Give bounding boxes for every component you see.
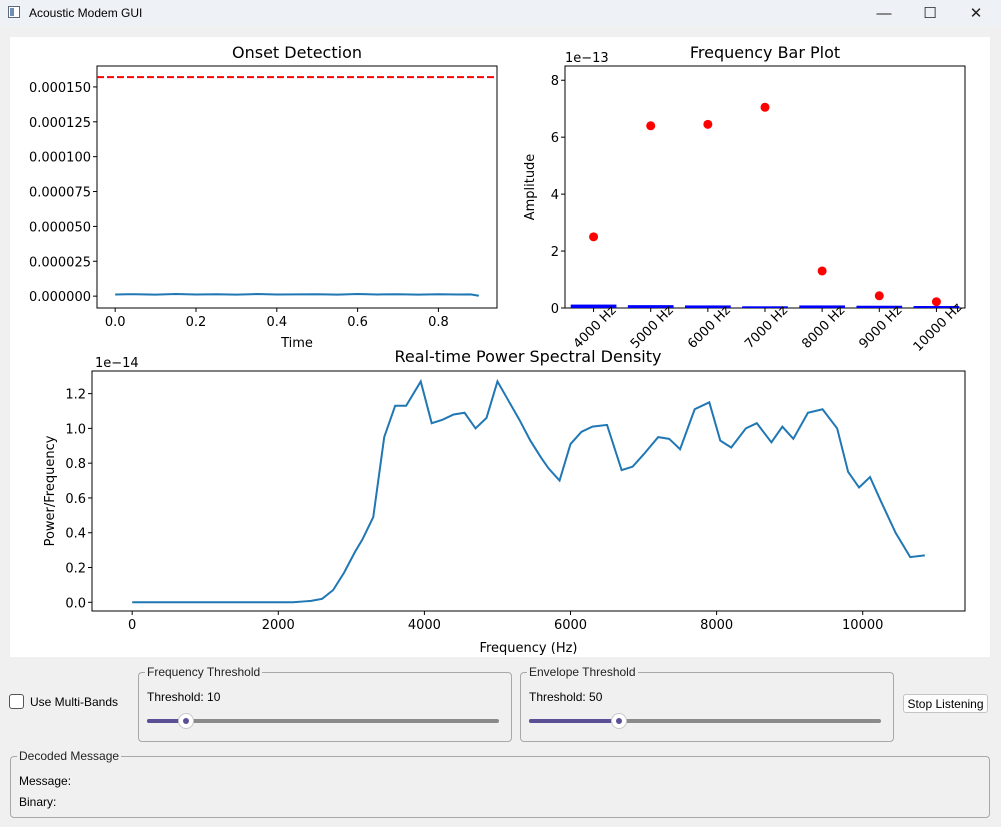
title-bar: Acoustic Modem GUI — ☐ ✕ xyxy=(0,0,1001,26)
onset-x-tick-label: 0.2 xyxy=(186,315,207,330)
freq-bar xyxy=(742,306,788,308)
freq-y-tick-label: 4 xyxy=(551,188,559,203)
freq-y-label: Amplitude xyxy=(523,154,538,221)
decoded-message-title: Decoded Message xyxy=(17,749,122,763)
plots-svg: 0.0 0.2 0.4 0.6 0.8 0.000000 0.000025 0.000050 0… xyxy=(29,43,966,656)
freq-point xyxy=(931,297,941,307)
freq-bar xyxy=(913,306,960,308)
onset-x-tick-label: 0.0 xyxy=(105,315,126,330)
onset-y-tick-label: 0.000100 xyxy=(29,151,91,166)
freq-point xyxy=(589,232,599,242)
psd-y-tick-label: 1.2 xyxy=(65,388,86,403)
freq-point xyxy=(874,291,884,301)
frequency-threshold-slider-thumb[interactable] xyxy=(177,713,194,729)
frequency-threshold-slider[interactable] xyxy=(147,713,499,729)
freq-point xyxy=(760,102,770,112)
psd-y-label: Power/Frequency xyxy=(43,435,58,546)
freq-bar xyxy=(570,304,617,308)
freq-y-tick-label: 0 xyxy=(551,302,559,317)
message-label: Message: xyxy=(19,774,72,788)
freq-point xyxy=(703,119,713,129)
psd-y-tick-label: 0.8 xyxy=(65,457,86,472)
onset-y-tick-label: 0.000150 xyxy=(29,81,91,96)
app-window-icon xyxy=(8,6,20,18)
binary-label: Binary: xyxy=(19,795,57,809)
envelope-threshold-slider-thumb[interactable] xyxy=(610,713,627,729)
onset-y-tick-label: 0.000025 xyxy=(29,255,91,270)
psd-series-line xyxy=(132,378,925,604)
minimize-icon[interactable]: — xyxy=(876,4,892,22)
freq-x-tick-label: 5000 Hz xyxy=(628,303,677,352)
freq-title: Frequency Bar Plot xyxy=(690,43,840,62)
envelope-threshold-value: Threshold: 50 xyxy=(529,690,603,704)
freq-bar xyxy=(856,305,903,308)
envelope-threshold-title: Envelope Threshold xyxy=(527,665,638,679)
decoded-message-group: Decoded Message Message: Binary: xyxy=(10,749,990,818)
freq-x-tick-label: 7000 Hz xyxy=(742,303,791,352)
multi-bands-checkbox[interactable] xyxy=(9,694,24,709)
plot-canvas: 0.0 0.2 0.4 0.6 0.8 0.000000 0.000025 0.000050 0… xyxy=(10,37,990,657)
onset-series-line xyxy=(115,293,479,297)
envelope-threshold-slider[interactable] xyxy=(529,713,881,729)
frequency-threshold-slider-fill xyxy=(147,719,186,723)
freq-x-tick-label: 8000 Hz xyxy=(799,303,848,352)
psd-title: Real-time Power Spectral Density xyxy=(395,347,662,366)
freq-point xyxy=(817,266,827,276)
psd-x-label: Frequency (Hz) xyxy=(479,641,577,656)
multi-bands-label: Use Multi-Bands xyxy=(30,695,119,709)
psd-offset-text: 1e−14 xyxy=(95,356,139,371)
close-icon[interactable]: ✕ xyxy=(969,5,983,22)
psd-x-tick-label: 8000 xyxy=(700,618,733,633)
freq-point xyxy=(646,121,656,131)
freq-bar xyxy=(799,305,845,308)
frequency-threshold-value: Threshold: 10 xyxy=(147,690,221,704)
freq-x-tick-label: 6000 Hz xyxy=(685,303,734,352)
psd-y-tick-label: 0.6 xyxy=(65,492,86,507)
envelope-threshold-group: Envelope Threshold Threshold: 50 xyxy=(520,665,894,742)
psd-y-tick-label: 0.0 xyxy=(65,596,86,611)
stop-listening-button[interactable]: Stop Listening xyxy=(903,694,988,713)
freq-y-tick-label: 2 xyxy=(551,245,559,260)
freq-y-tick-label: 8 xyxy=(551,74,559,89)
onset-x-label: Time xyxy=(280,336,313,351)
window-title: Acoustic Modem GUI xyxy=(29,6,143,20)
onset-y-tick-label: 0.000125 xyxy=(29,116,91,131)
freq-x-tick-label: 9000 Hz xyxy=(856,303,905,352)
psd-x-tick-label: 6000 xyxy=(554,618,587,633)
onset-x-tick-label: 0.4 xyxy=(266,315,287,330)
frequency-threshold-group: Frequency Threshold Threshold: 10 xyxy=(138,665,512,742)
psd-y-tick-label: 1.0 xyxy=(65,422,86,437)
psd-y-tick-label: 0.2 xyxy=(65,562,86,577)
freq-axes-frame xyxy=(564,65,966,309)
frequency-threshold-title: Frequency Threshold xyxy=(145,665,263,679)
psd-x-tick-label: 2000 xyxy=(262,618,295,633)
freq-bar xyxy=(685,305,731,308)
onset-title: Onset Detection xyxy=(232,43,362,62)
envelope-threshold-slider-fill xyxy=(529,719,619,723)
psd-x-tick-label: 4000 xyxy=(408,618,441,633)
psd-y-tick-label: 0.4 xyxy=(65,527,86,542)
onset-y-tick-label: 0.000050 xyxy=(29,220,91,235)
psd-x-tick-label: 0 xyxy=(128,618,136,633)
freq-bar xyxy=(627,305,674,308)
onset-y-tick-label: 0.000000 xyxy=(29,290,91,305)
freq-y-tick-label: 6 xyxy=(551,131,559,146)
freq-offset-text: 1e−13 xyxy=(565,51,609,66)
psd-x-tick-label: 10000 xyxy=(842,618,883,633)
freq-x-tick-label: 4000 Hz xyxy=(571,303,620,352)
onset-x-tick-label: 0.8 xyxy=(428,315,449,330)
onset-axes-frame xyxy=(96,65,498,309)
psd-axes-frame xyxy=(91,370,966,612)
onset-x-tick-label: 0.6 xyxy=(347,315,368,330)
onset-y-tick-label: 0.000075 xyxy=(29,186,91,201)
maximize-icon[interactable]: ☐ xyxy=(923,5,937,22)
